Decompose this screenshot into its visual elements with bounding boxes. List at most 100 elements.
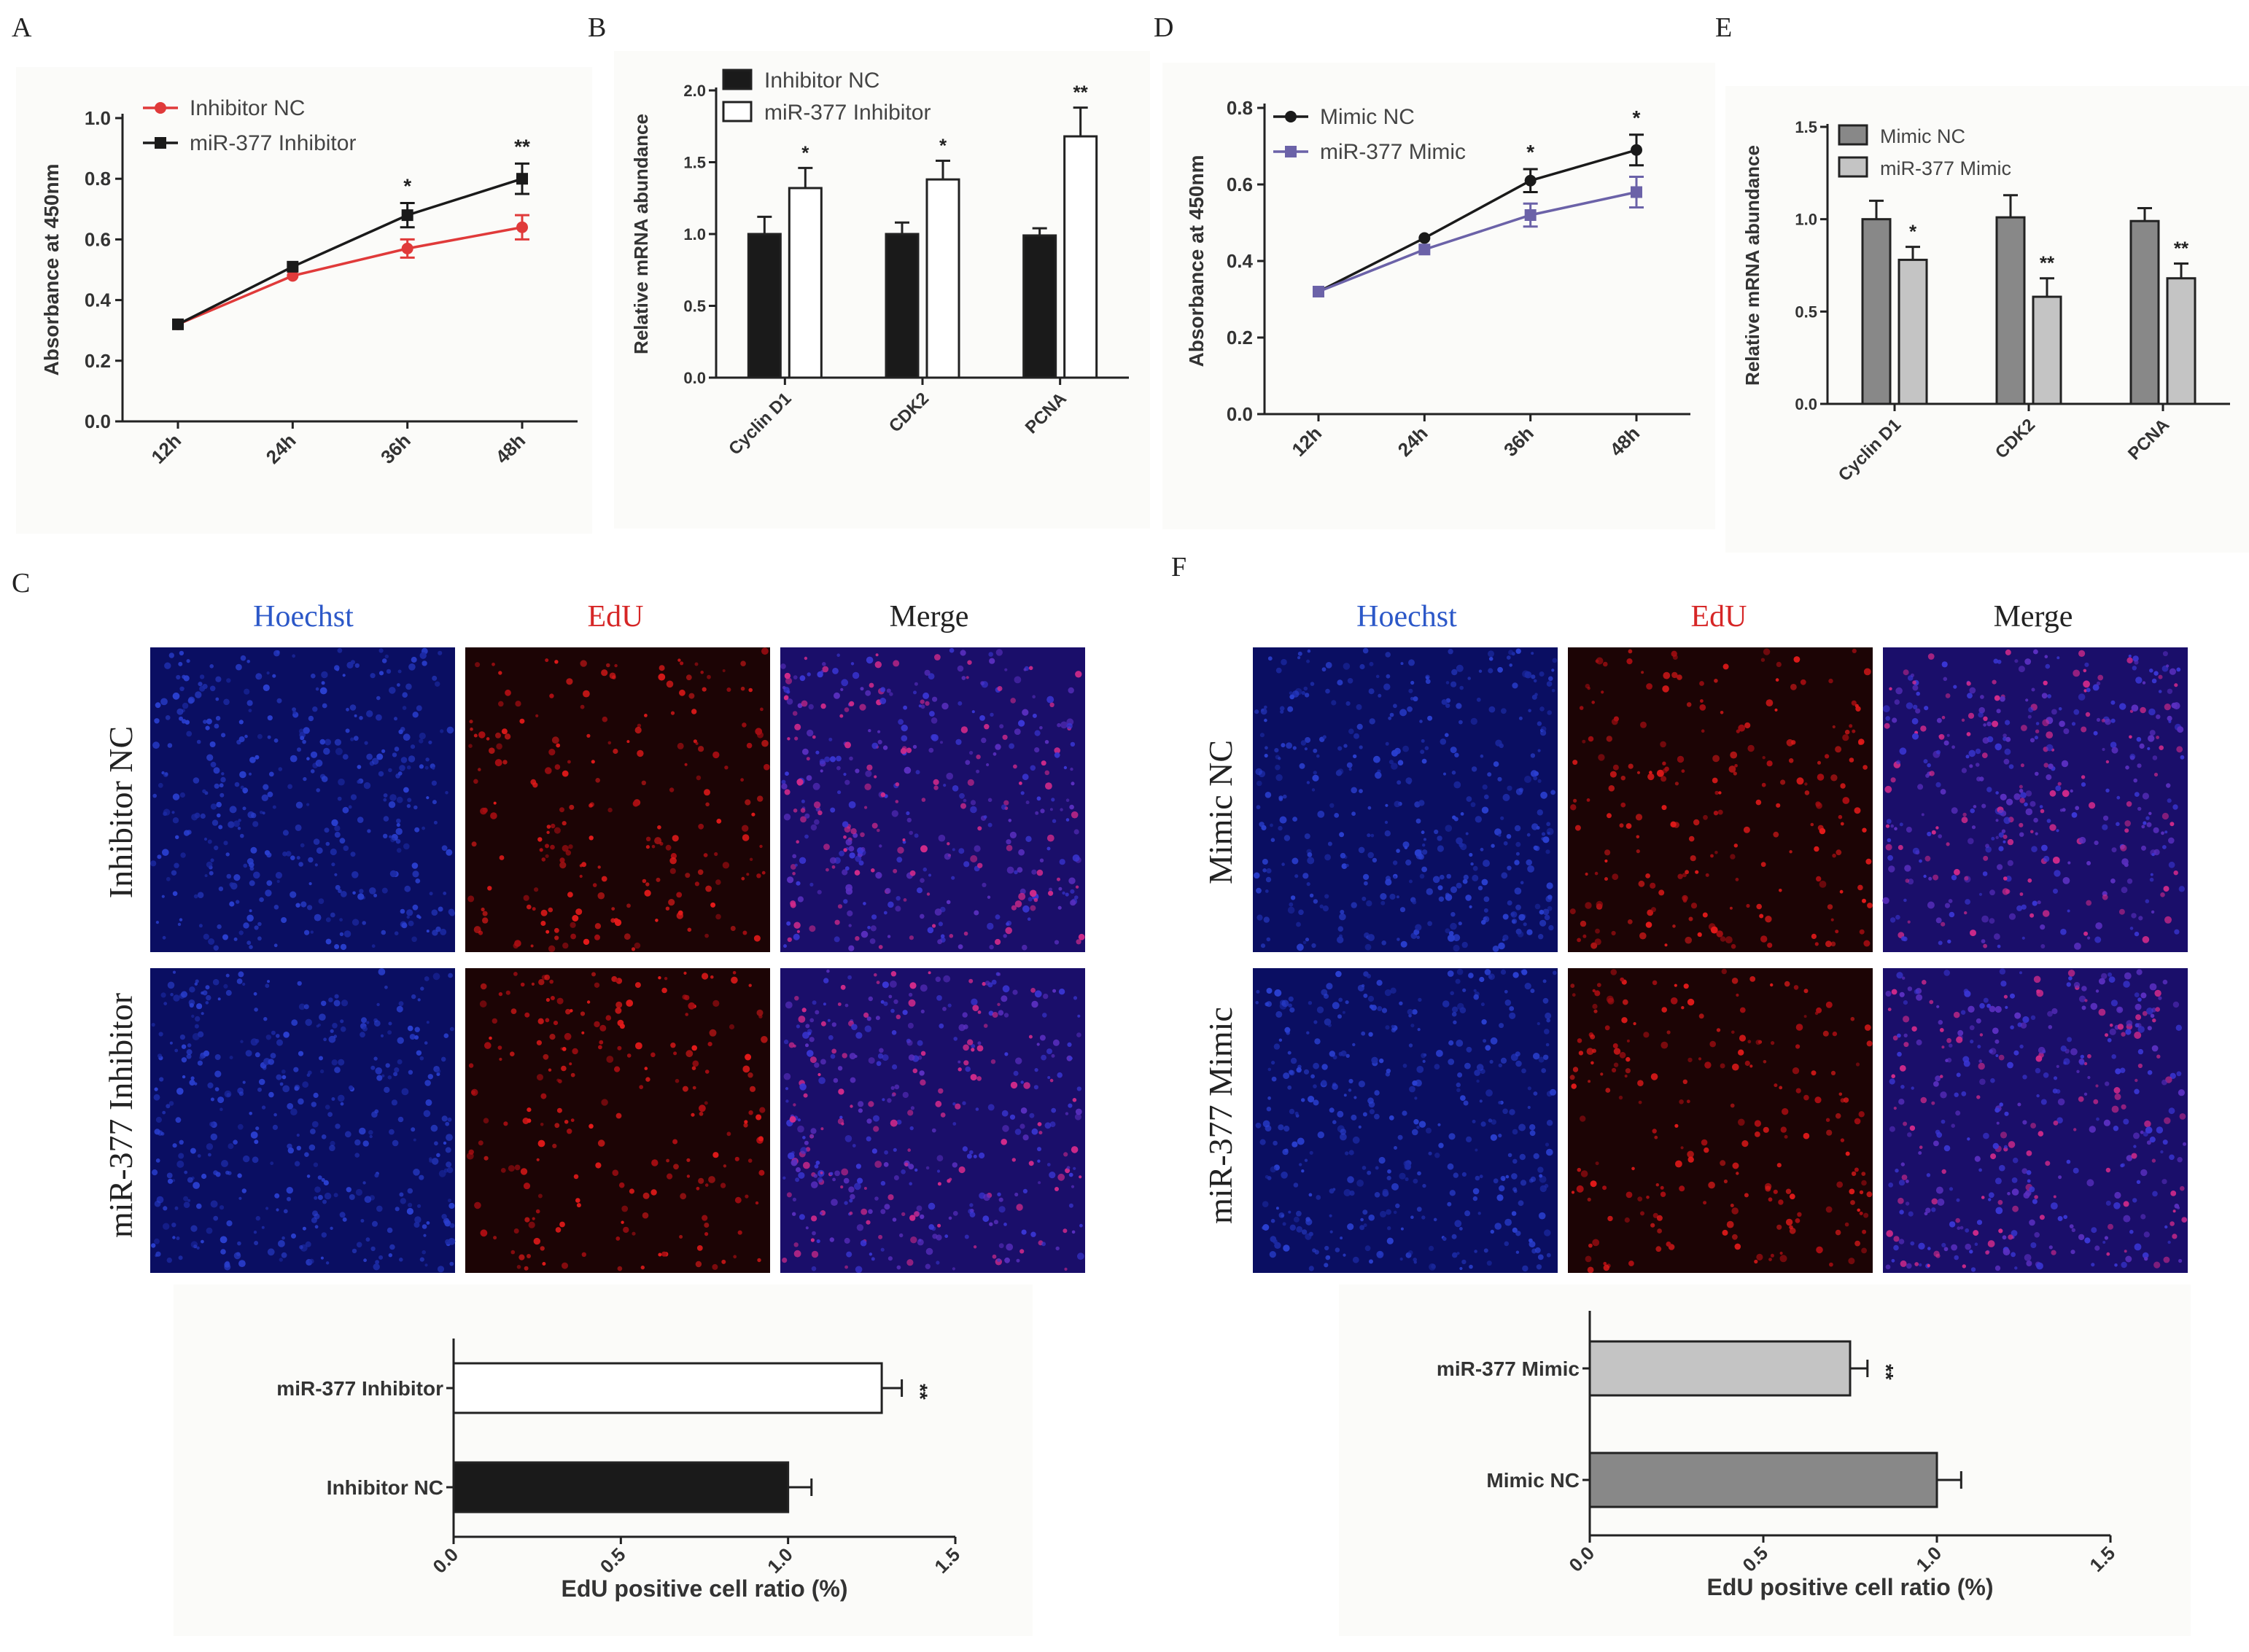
column-label-edu-f: EdU	[1690, 600, 1747, 634]
bar	[1022, 234, 1057, 379]
y-tick-label: Inhibitor NC	[327, 1476, 443, 1499]
micrograph-merge-row1	[1882, 647, 2188, 952]
legend-label: miR-377 Inhibitor	[190, 131, 356, 155]
x-tick-label: 12h	[147, 429, 185, 468]
bar	[452, 1362, 883, 1414]
panel-e-background	[1725, 86, 2249, 553]
significance-marker: *	[403, 174, 411, 197]
x-tick-label: 36h	[376, 429, 415, 468]
data-point	[287, 270, 299, 282]
legend-label: Inhibitor NC	[764, 69, 879, 93]
x-tick-label: CDK2	[1992, 415, 2039, 462]
y-tick-label: miR-377 Mimic	[1437, 1357, 1580, 1380]
chart-f-bar: 0.0 0.5 1.0 1.5 EdU positive cell ratio (%) m…	[1437, 1311, 2119, 1600]
chart-a: 0.0 0.2 0.4 0.6 0.8 1.0 12h 24h 36h 48h Absorbance…	[40, 96, 578, 468]
panel-letter-f: F	[1171, 552, 1187, 583]
series-line-0	[1318, 149, 1637, 293]
chart-e: 0.0 0.5 1.0 1.5 Relative mRNA abundance Cycli…	[1741, 118, 2230, 486]
micrograph-edu-row1	[1568, 647, 1873, 952]
data-point	[1313, 286, 1324, 297]
panel-letter-d: D	[1154, 12, 1174, 43]
legend-swatch	[1838, 124, 1868, 146]
chart-d: 0.0 0.2 0.4 0.6 0.8 12h 24h 36h 48h Absorbance at…	[1185, 97, 1690, 461]
panel-a-background	[16, 67, 592, 534]
data-point	[1418, 232, 1431, 244]
x-tick-label: 48h	[1605, 422, 1644, 461]
x-tick-label: 36h	[1499, 422, 1538, 461]
x-tick-label: 0.5	[1738, 1542, 1772, 1576]
y-tick-label: 0.5	[1795, 303, 1817, 321]
legend-marker	[155, 137, 166, 149]
data-point	[1524, 209, 1537, 221]
row-label-inhibitor-nc: Inhibitor NC	[102, 725, 139, 899]
legend-swatch	[722, 69, 753, 90]
panel-letter-a: A	[12, 12, 32, 43]
x-tick-label: Cyclin D1	[725, 389, 795, 459]
significance-marker: *	[939, 135, 947, 157]
bar	[1995, 216, 2026, 405]
legend-label: miR-377 Mimic	[1880, 157, 2011, 179]
bar	[1063, 135, 1098, 379]
significance-marker: **	[1875, 1364, 1898, 1380]
panel-letter-b: B	[588, 12, 607, 43]
y-tick-label: 1.0	[85, 107, 111, 129]
y-axis-label: Absorbance at 450nm	[40, 164, 63, 376]
significance-marker: **	[2040, 252, 2055, 274]
x-tick-label: 1.5	[930, 1543, 964, 1578]
data-point	[516, 173, 528, 185]
data-point	[516, 221, 528, 233]
significance-marker: **	[2174, 237, 2189, 259]
y-tick-label: 1.5	[683, 154, 706, 172]
column-label-edu-c: EdU	[587, 600, 644, 634]
data-point	[401, 242, 413, 254]
microscopy-grid-c	[150, 647, 1085, 1273]
row-label-mir377-mimic: miR-377 Mimic	[1202, 1007, 1239, 1224]
chart-b: 0.0 0.5 1.0 1.5 2.0 Relative mRNA abundance Cy…	[630, 69, 1129, 459]
y-tick-label: Mimic NC	[1486, 1469, 1580, 1492]
legend-label: miR-377 Mimic	[1320, 140, 1466, 164]
y-tick-label: 0.8	[85, 168, 111, 190]
x-tick-label: CDK2	[885, 389, 933, 436]
bar	[1588, 1452, 1938, 1508]
y-tick-label: 0.5	[683, 297, 706, 316]
significance-marker: **	[514, 135, 530, 157]
bar	[747, 233, 782, 379]
x-tick-label: 1.0	[1911, 1542, 1946, 1576]
x-axis-label: EdU positive cell ratio (%)	[562, 1575, 848, 1602]
panel-b-background	[614, 51, 1150, 529]
y-tick-label: 0.8	[1227, 97, 1253, 119]
column-label-merge-f: Merge	[1993, 600, 2073, 634]
x-tick-label: Cyclin D1	[1835, 415, 1905, 485]
significance-marker: **	[1073, 82, 1089, 104]
data-point	[1631, 144, 1642, 156]
x-tick-label: 48h	[491, 429, 529, 468]
bar	[452, 1461, 790, 1513]
legend-label: Mimic NC	[1320, 105, 1415, 129]
legend-marker	[155, 102, 166, 114]
y-tick-label: 0.2	[1227, 327, 1253, 348]
micrograph-merge-row2	[1883, 968, 2188, 1273]
series-line-0	[177, 226, 523, 326]
micrograph-merge-row2	[780, 968, 1085, 1273]
significance-marker: *	[1526, 141, 1534, 163]
x-tick-label: 24h	[262, 429, 300, 468]
row-label-mir377-inhibitor: miR-377 Inhibitor	[102, 992, 139, 1239]
significance-marker: *	[801, 141, 809, 163]
x-tick-label: 24h	[1394, 422, 1432, 461]
y-axis-label: Absorbance at 450nm	[1185, 155, 1208, 367]
bar	[925, 178, 960, 379]
chart-c-bar: 0.0 0.5 1.0 1.5 EdU positive cell ratio (%) m…	[276, 1339, 964, 1602]
y-tick-label: 0.4	[1227, 250, 1254, 272]
row-label-mimic-nc: Mimic NC	[1202, 739, 1239, 885]
series-line-1	[1318, 190, 1637, 293]
bar	[885, 233, 920, 379]
bar	[788, 187, 823, 379]
significance-marker: **	[909, 1384, 932, 1400]
column-label-hoechst-c: Hoechst	[253, 600, 354, 634]
data-point	[1631, 186, 1642, 198]
column-label-hoechst-f: Hoechst	[1356, 600, 1457, 634]
x-tick-label: 0.5	[596, 1543, 630, 1578]
x-tick-label: PCNA	[1022, 389, 1071, 437]
x-tick-label: PCNA	[2124, 415, 2173, 464]
